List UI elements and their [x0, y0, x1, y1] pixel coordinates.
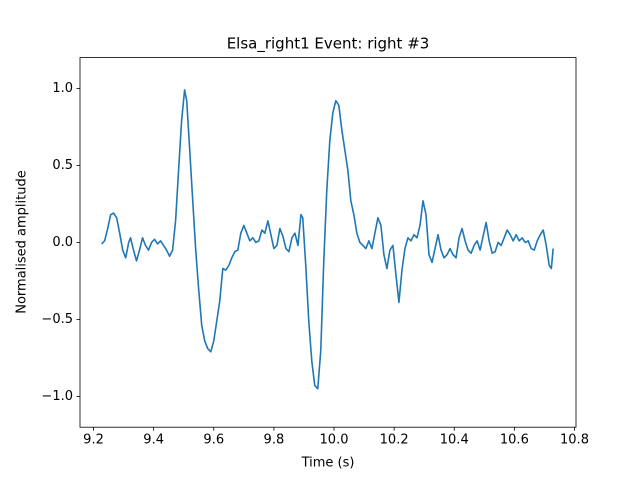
x-tick-label: 10.2	[380, 433, 409, 448]
y-tick-label: 1.0	[52, 81, 73, 96]
x-tick-label: 9.4	[143, 433, 164, 448]
x-tick-label: 10.8	[560, 433, 589, 448]
plot-frame	[79, 57, 577, 428]
y-tick-label: −1.0	[41, 389, 73, 404]
x-tick-label: 10.4	[440, 433, 469, 448]
x-axis-label: Time (s)	[301, 456, 355, 471]
y-tick-label: −0.5	[41, 312, 73, 327]
x-tick-label: 9.6	[203, 433, 224, 448]
chart-title: Elsa_right1 Event: right #3	[227, 35, 430, 54]
signal-line	[101, 89, 554, 390]
x-tick-label: 9.8	[264, 433, 285, 448]
y-tick-label: 0.0	[52, 235, 73, 250]
x-tick-label: 10.0	[320, 433, 349, 448]
x-tick-label: 10.6	[500, 433, 529, 448]
y-axis-label: Normalised amplitude	[15, 170, 30, 314]
x-tick-label: 9.2	[83, 433, 104, 448]
y-tick-label: 0.5	[52, 158, 73, 173]
